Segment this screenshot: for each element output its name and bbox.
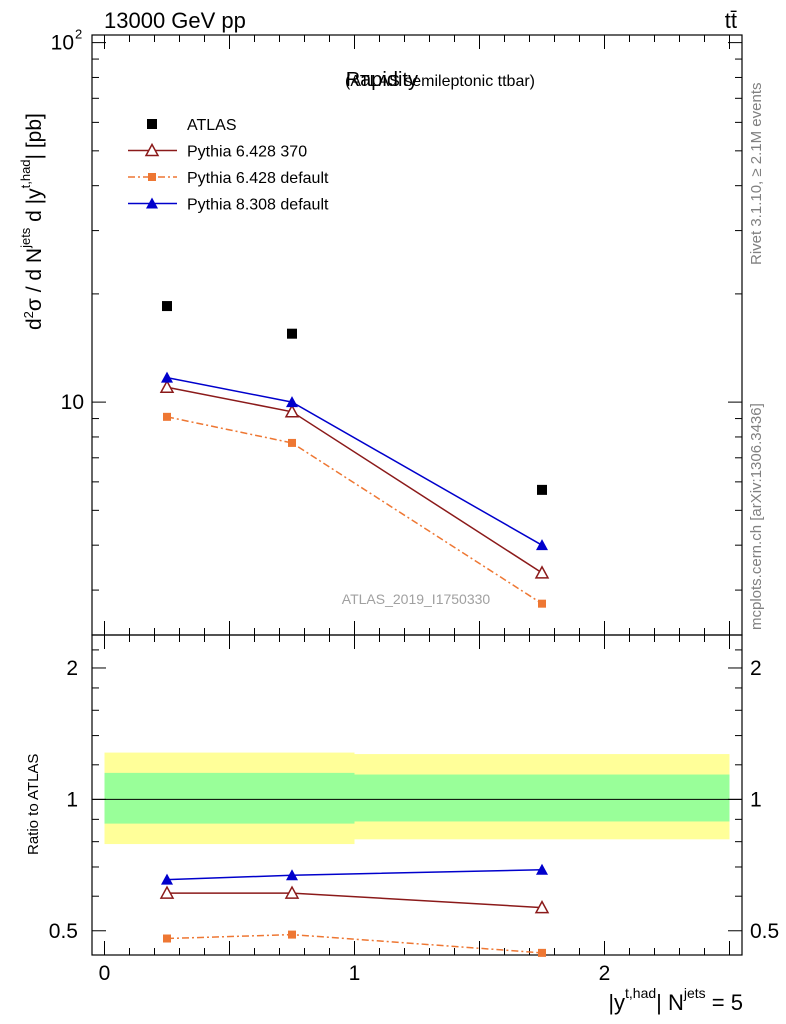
process-label: tt̄ <box>725 8 737 33</box>
svg-text:|yt,had| Njets = 5: |yt,had| Njets = 5 <box>608 985 743 1015</box>
legend: ATLAS Pythia 6.428 370 Pythia 6.428 defaul… <box>128 117 329 214</box>
mcplots-label: mcplots.cern.ch [arXiv:1306.3436] <box>748 403 765 630</box>
svg-text:d2σ / d Njets d |yt,had| [pb]: d2σ / d Njets d |yt,had| [pb] <box>18 113 46 330</box>
ratio-uncertainty-bands <box>104 752 730 845</box>
chart-title: Rapidity <box>346 69 418 91</box>
main-series-line-2 <box>166 416 543 605</box>
main-series-2 <box>163 412 546 608</box>
ratio-series-line-0 <box>167 892 543 909</box>
ratio-point-2-2 <box>536 863 548 875</box>
ratio-point-1-2 <box>538 948 546 957</box>
main-point-2-2 <box>538 599 546 608</box>
ratio-point-0-0 <box>159 885 175 899</box>
ratio-point-0-2 <box>534 900 550 914</box>
band-inner-1 <box>354 774 730 822</box>
main-series-line-3 <box>166 376 543 546</box>
legend-label-2: Pythia 6.428 default <box>187 170 329 187</box>
main-point-3-2 <box>536 539 548 551</box>
data-series <box>159 301 550 957</box>
main-y-tick-label-10: 10 <box>61 391 84 414</box>
main-point-0-1 <box>287 328 297 339</box>
main-series-1 <box>159 379 550 579</box>
ratio-series-2 <box>161 863 548 885</box>
main-point-3-0 <box>161 371 173 383</box>
legend-entry-1: Pythia 6.428 370 <box>128 142 307 161</box>
main-y-tick-label-100: 10 <box>51 32 74 55</box>
legend-marker-3 <box>146 197 158 209</box>
main-point-1-2 <box>534 565 550 579</box>
legend-marker-1 <box>144 142 160 157</box>
x-tick-label-0: 0 <box>99 962 111 985</box>
legend-entry-0: ATLAS <box>147 117 237 134</box>
main-y-tick-label-exponent: 2 <box>75 27 82 42</box>
ratio-y-tick-label-left-1: 1 <box>66 788 78 811</box>
legend-marker-0 <box>147 119 157 129</box>
ratio-series-line-2 <box>166 868 543 881</box>
main-point-2-0 <box>163 412 171 421</box>
band-inner-0 <box>104 772 355 824</box>
ratio-point-2-1 <box>286 869 298 881</box>
legend-entry-2: Pythia 6.428 default <box>128 170 329 187</box>
main-point-0-2 <box>537 484 547 495</box>
x-tick-label-2: 2 <box>599 962 611 985</box>
ratio-point-0-1 <box>284 885 300 899</box>
legend-label-0: ATLAS <box>187 117 237 134</box>
legend-marker-2 <box>148 173 156 181</box>
rivet-label: Rivet 3.1.10, ≥ 2.1M events <box>748 83 765 266</box>
ratio-y-tick-label-right-0: 0.5 <box>750 920 779 943</box>
ratio-series-0 <box>159 885 550 914</box>
ratio-y-axis-label: Ratio to ATLAS <box>25 754 42 855</box>
ratio-point-2-0 <box>161 873 173 885</box>
legend-label-1: Pythia 6.428 370 <box>187 144 307 161</box>
ratio-point-1-1 <box>288 930 296 939</box>
main-y-axis-label: d2σ / d Njets d |yt,had| [pb] <box>18 113 46 330</box>
main-point-3-1 <box>286 396 298 408</box>
ratio-series-1 <box>163 930 546 957</box>
legend-entry-3: Pythia 8.308 default <box>128 197 329 214</box>
main-point-1-0 <box>159 379 175 393</box>
analysis-watermark: ATLAS_2019_I1750330 <box>342 591 491 607</box>
main-point-0-0 <box>162 301 172 312</box>
ratio-y-tick-label-right-1: 1 <box>750 788 762 811</box>
main-series-0 <box>162 301 547 495</box>
ratio-y-tick-label-right-2: 2 <box>750 657 762 680</box>
ratio-plot-frame <box>91 634 743 956</box>
chart-subtitle: (ATLAS semileptonic ttbar) <box>345 73 535 90</box>
ratio-y-tick-label-left-0: 0.5 <box>49 920 78 943</box>
main-point-2-1 <box>288 438 296 447</box>
x-axis-label: |yt,had| Njets = 5 <box>608 985 743 1015</box>
ratio-point-1-0 <box>163 934 171 943</box>
legend-label-3: Pythia 8.308 default <box>187 197 329 214</box>
main-point-1-1 <box>284 404 300 418</box>
energy-label: 13000 GeV pp <box>104 8 246 33</box>
plot-frames <box>91 34 743 956</box>
ratio-y-tick-label-left-2: 2 <box>66 657 78 680</box>
x-tick-label-1: 1 <box>349 962 361 985</box>
main-series-3 <box>161 371 548 551</box>
main-series-line-1 <box>166 386 543 574</box>
